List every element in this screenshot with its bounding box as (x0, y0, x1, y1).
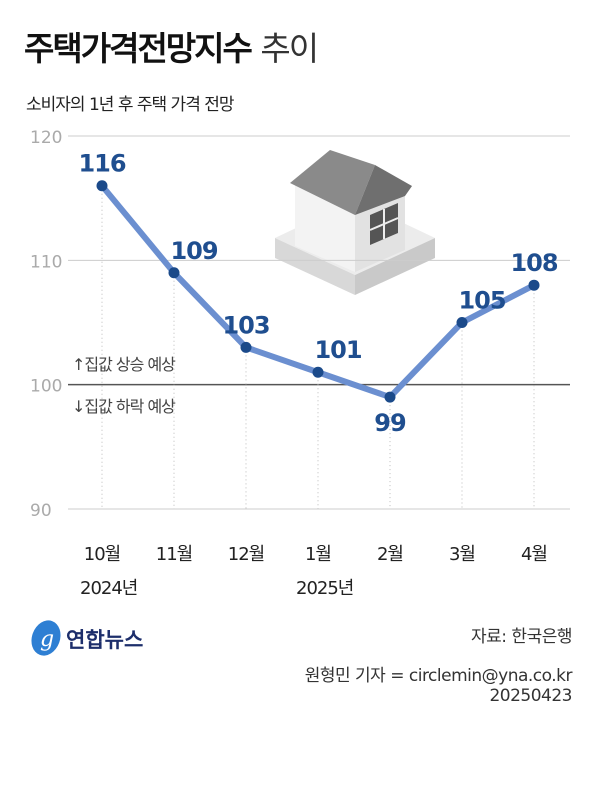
data-point (312, 366, 324, 378)
svg-text:연합뉴스: 연합뉴스 (66, 628, 143, 652)
year-label: 2024년 (80, 578, 137, 599)
credit: 원형민 기자 = circlemin@yna.co.kr (304, 666, 573, 686)
x-tick-label: 3월 (449, 544, 475, 565)
x-tick-label: 1월 (305, 544, 331, 565)
data-point (528, 279, 540, 291)
annotation-up: ↑집값 상승 예상 (72, 355, 176, 374)
y-tick-label: 110 (30, 252, 62, 272)
house-illustration (275, 150, 435, 295)
x-tick-label: 4월 (521, 544, 547, 565)
x-tick-label: 12월 (228, 544, 264, 565)
x-tick-label: 2월 (377, 544, 403, 565)
annotation-down: ↓집값 하락 예상 (72, 397, 176, 416)
data-label: 101 (314, 336, 361, 364)
y-tick-label: 120 (30, 128, 62, 148)
data-point (96, 180, 108, 192)
x-tick-label: 11월 (156, 544, 192, 565)
data-point (168, 267, 180, 279)
source: 자료: 한국은행 (471, 627, 572, 647)
data-label: 99 (374, 409, 406, 437)
y-tick-label: 90 (30, 501, 52, 521)
y-tick-label: 100 (30, 377, 62, 397)
data-point (240, 341, 252, 353)
chart-title: 주택가격전망지수 추이 (24, 22, 319, 70)
chart-subtitle: 소비자의 1년 후 주택 가격 전망 (26, 95, 235, 115)
data-label: 105 (458, 287, 505, 315)
data-label: 109 (170, 237, 217, 265)
data-label: 116 (78, 150, 125, 178)
year-label: 2025년 (296, 578, 353, 599)
svg-text:g: g (40, 627, 54, 652)
x-tick-label: 10월 (84, 544, 120, 565)
data-label: 103 (222, 311, 269, 339)
date: 20250423 (489, 686, 572, 706)
data-label: 108 (510, 249, 557, 277)
title-bold: 주택가격전망지수 (24, 29, 253, 68)
data-point (384, 391, 396, 403)
title-light: 추이 (260, 29, 319, 68)
yonhap-logo: g 연합뉴스 (26, 616, 166, 664)
data-point (456, 317, 468, 328)
